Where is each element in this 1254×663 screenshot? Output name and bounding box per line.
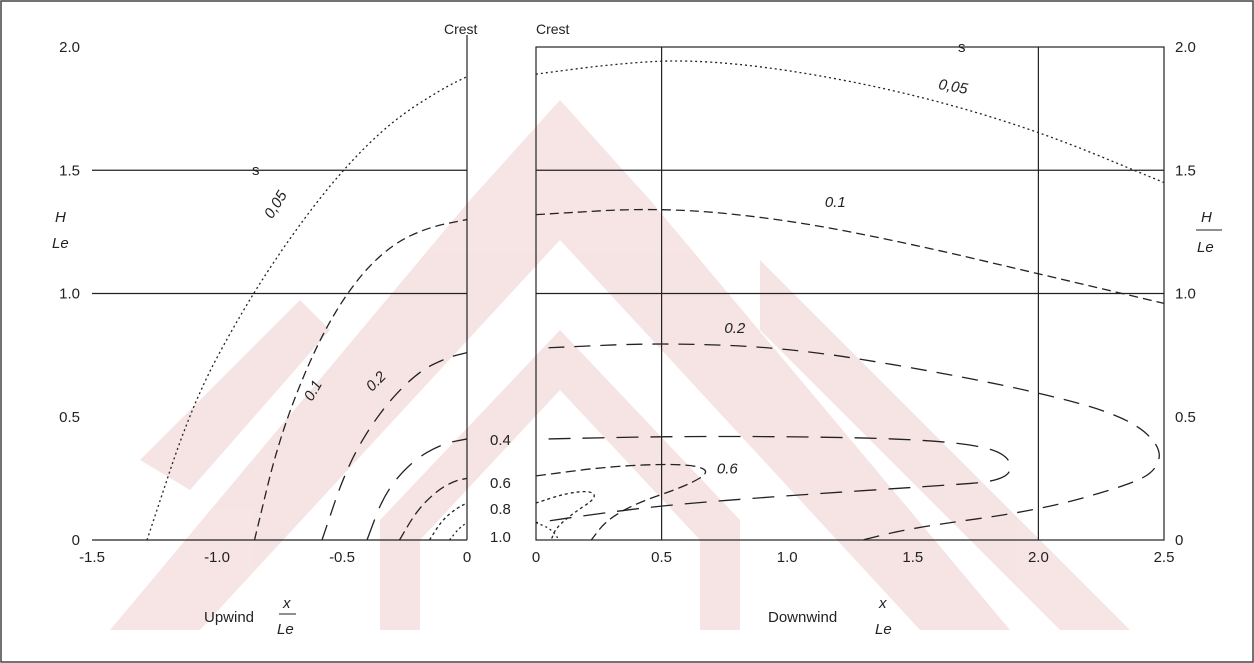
contour-0.6: [398, 477, 468, 541]
x-tick-label: -1.5: [79, 549, 105, 566]
contour-0.05: [146, 75, 468, 541]
x-label-left-numerator: x: [282, 595, 291, 612]
y-label-left-numerator: H: [55, 209, 66, 226]
y-label-left-denominator: Le: [52, 235, 69, 252]
center-label-0.4: 0.4: [490, 432, 511, 449]
contour-0.2: [321, 352, 468, 541]
contour-sup-0.05: s: [958, 39, 966, 56]
contour-label-0.05: 0,05: [261, 187, 291, 221]
crest-label-left: Crest: [444, 21, 478, 37]
y-tick-label: 0.5: [59, 409, 80, 426]
contour-0.6: [535, 463, 707, 541]
contour-0.1: [535, 208, 1165, 304]
x-tick-label: 0: [532, 549, 540, 566]
contour-1.0: [535, 522, 560, 541]
x-label-left-prefix: Upwind: [204, 609, 254, 626]
center-label-1.0: 1.0: [490, 529, 511, 546]
crest-label-right: Crest: [536, 21, 570, 37]
x-tick-label: 2.5: [1154, 549, 1175, 566]
x-label-left-denominator: Le: [277, 621, 294, 638]
y-tick-label: 1.0: [59, 286, 80, 303]
y-tick-label: 1.5: [1175, 162, 1196, 179]
y-tick-label: 1.0: [1175, 286, 1196, 303]
contour-0.8: [428, 502, 468, 541]
y-tick-label: 2.0: [1175, 39, 1196, 56]
downwind-panel: 0 0.5 1.0 1.5 2.0 0 0.5 1.0 1.5 2.0 2.5 0,05 s 0.1 0.2…: [532, 39, 1196, 566]
contour-0.4: [535, 435, 1012, 524]
y-label-right-denominator: Le: [1197, 239, 1214, 256]
x-tick-label: 1.0: [777, 549, 798, 566]
contour-1.0: [448, 522, 468, 541]
contour-0.1: [253, 218, 468, 541]
x-label-right-denominator: Le: [875, 621, 892, 638]
y-tick-label: 0: [72, 532, 80, 549]
center-label-0.6: 0.6: [490, 475, 511, 492]
contour-0.05: [535, 60, 1165, 184]
contour-0.4: [366, 438, 468, 541]
x-tick-label: 0: [463, 549, 471, 566]
contour-label-0.1: 0.1: [825, 194, 846, 211]
y-tick-label: 1.5: [59, 162, 80, 179]
x-label-right-prefix: Downwind: [768, 609, 837, 626]
contour-label-0.6: 0.6: [717, 460, 739, 477]
y-label-right-numerator: H: [1201, 209, 1212, 226]
y-tick-label: 0: [1175, 532, 1183, 549]
x-tick-label: 1.5: [902, 549, 923, 566]
x-tick-label: 0.5: [651, 549, 672, 566]
y-tick-label: 0.5: [1175, 409, 1196, 426]
center-label-0.8: 0.8: [490, 501, 511, 518]
x-tick-label: 2.0: [1028, 549, 1049, 566]
x-tick-label: -1.0: [204, 549, 230, 566]
x-tick-label: -0.5: [329, 549, 355, 566]
contour-0.2: [548, 343, 1160, 541]
contour-label-0.05: 0,05: [937, 76, 969, 98]
contour-label-0.2: 0.2: [724, 320, 746, 337]
x-label-right-numerator: x: [878, 595, 887, 612]
y-tick-label: 2.0: [59, 39, 80, 56]
contour-sup-0.05: s: [252, 162, 260, 179]
watermark: [110, 100, 1130, 630]
